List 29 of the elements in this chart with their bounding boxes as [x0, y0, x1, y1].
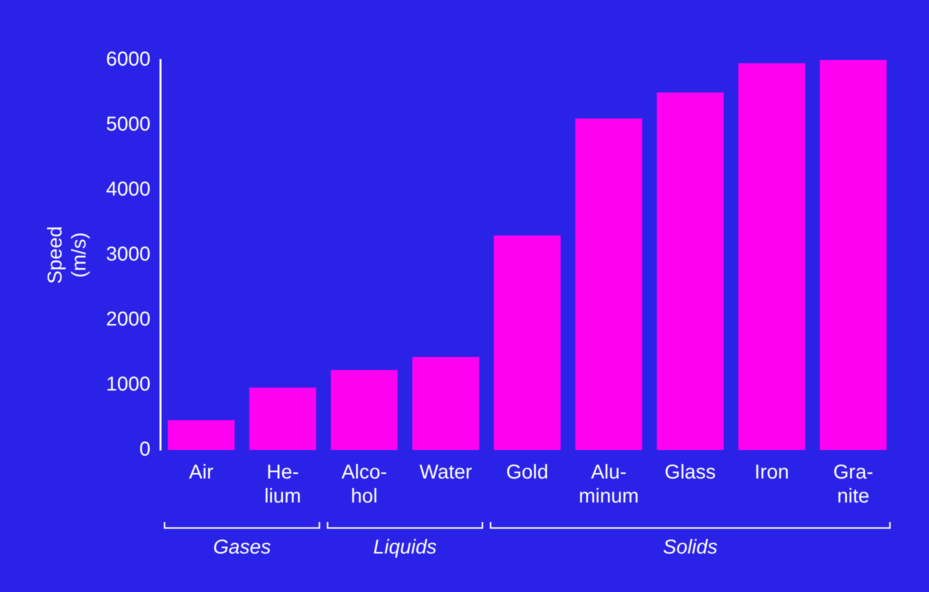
x-tick-label: Alco- hol: [341, 462, 388, 508]
y-axis-title: Speed (m/s): [44, 226, 91, 284]
bar: [820, 60, 887, 450]
bar: [494, 236, 561, 450]
x-tick-label: He- lium: [264, 462, 302, 508]
x-tick-label: Iron: [754, 462, 789, 484]
x-tick-label: Gold: [506, 462, 548, 484]
bar: [738, 63, 806, 450]
bar: [656, 92, 724, 450]
text: Gases: [213, 536, 271, 559]
bar: [249, 388, 316, 450]
x-tick-label: Alu- minum: [578, 462, 639, 508]
y-tick-label: 6000: [106, 48, 150, 71]
y-tick-label: 1000: [106, 374, 150, 396]
y-tick-label: 4000: [106, 178, 150, 201]
bar: [330, 370, 398, 450]
y-tick-label: 0: [139, 438, 150, 461]
y-tick-label: 2000: [106, 308, 150, 331]
bar: [412, 357, 480, 450]
y-tick-label: 3000: [106, 244, 150, 266]
x-tick-label: Glass: [664, 462, 716, 484]
x-tick-label: Gra- nite: [833, 462, 874, 508]
bar: [575, 118, 642, 450]
x-tick-label: Air: [189, 462, 214, 484]
text: Solids: [663, 536, 718, 559]
x-tick-label: Water: [419, 462, 472, 484]
bar: [168, 420, 235, 450]
text: Liquids: [373, 536, 437, 559]
y-tick-label: 5000: [106, 114, 150, 136]
